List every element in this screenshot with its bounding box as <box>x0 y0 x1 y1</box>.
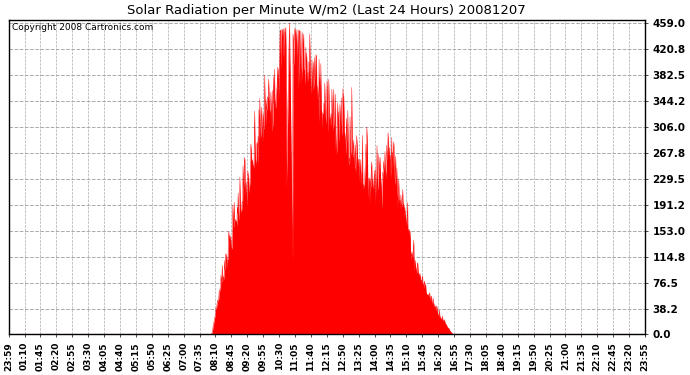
Title: Solar Radiation per Minute W/m2 (Last 24 Hours) 20081207: Solar Radiation per Minute W/m2 (Last 24… <box>128 4 526 17</box>
Text: Copyright 2008 Cartronics.com: Copyright 2008 Cartronics.com <box>12 23 153 32</box>
